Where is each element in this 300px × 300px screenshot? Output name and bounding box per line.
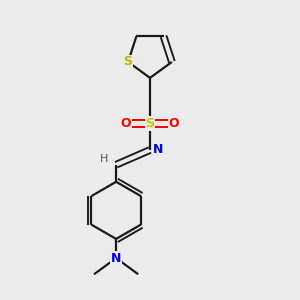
Text: S: S xyxy=(124,56,133,68)
Text: O: O xyxy=(121,117,131,130)
Text: S: S xyxy=(146,117,154,130)
Text: O: O xyxy=(169,117,179,130)
Text: H: H xyxy=(100,154,108,164)
Text: N: N xyxy=(111,252,121,265)
Text: N: N xyxy=(153,143,164,157)
